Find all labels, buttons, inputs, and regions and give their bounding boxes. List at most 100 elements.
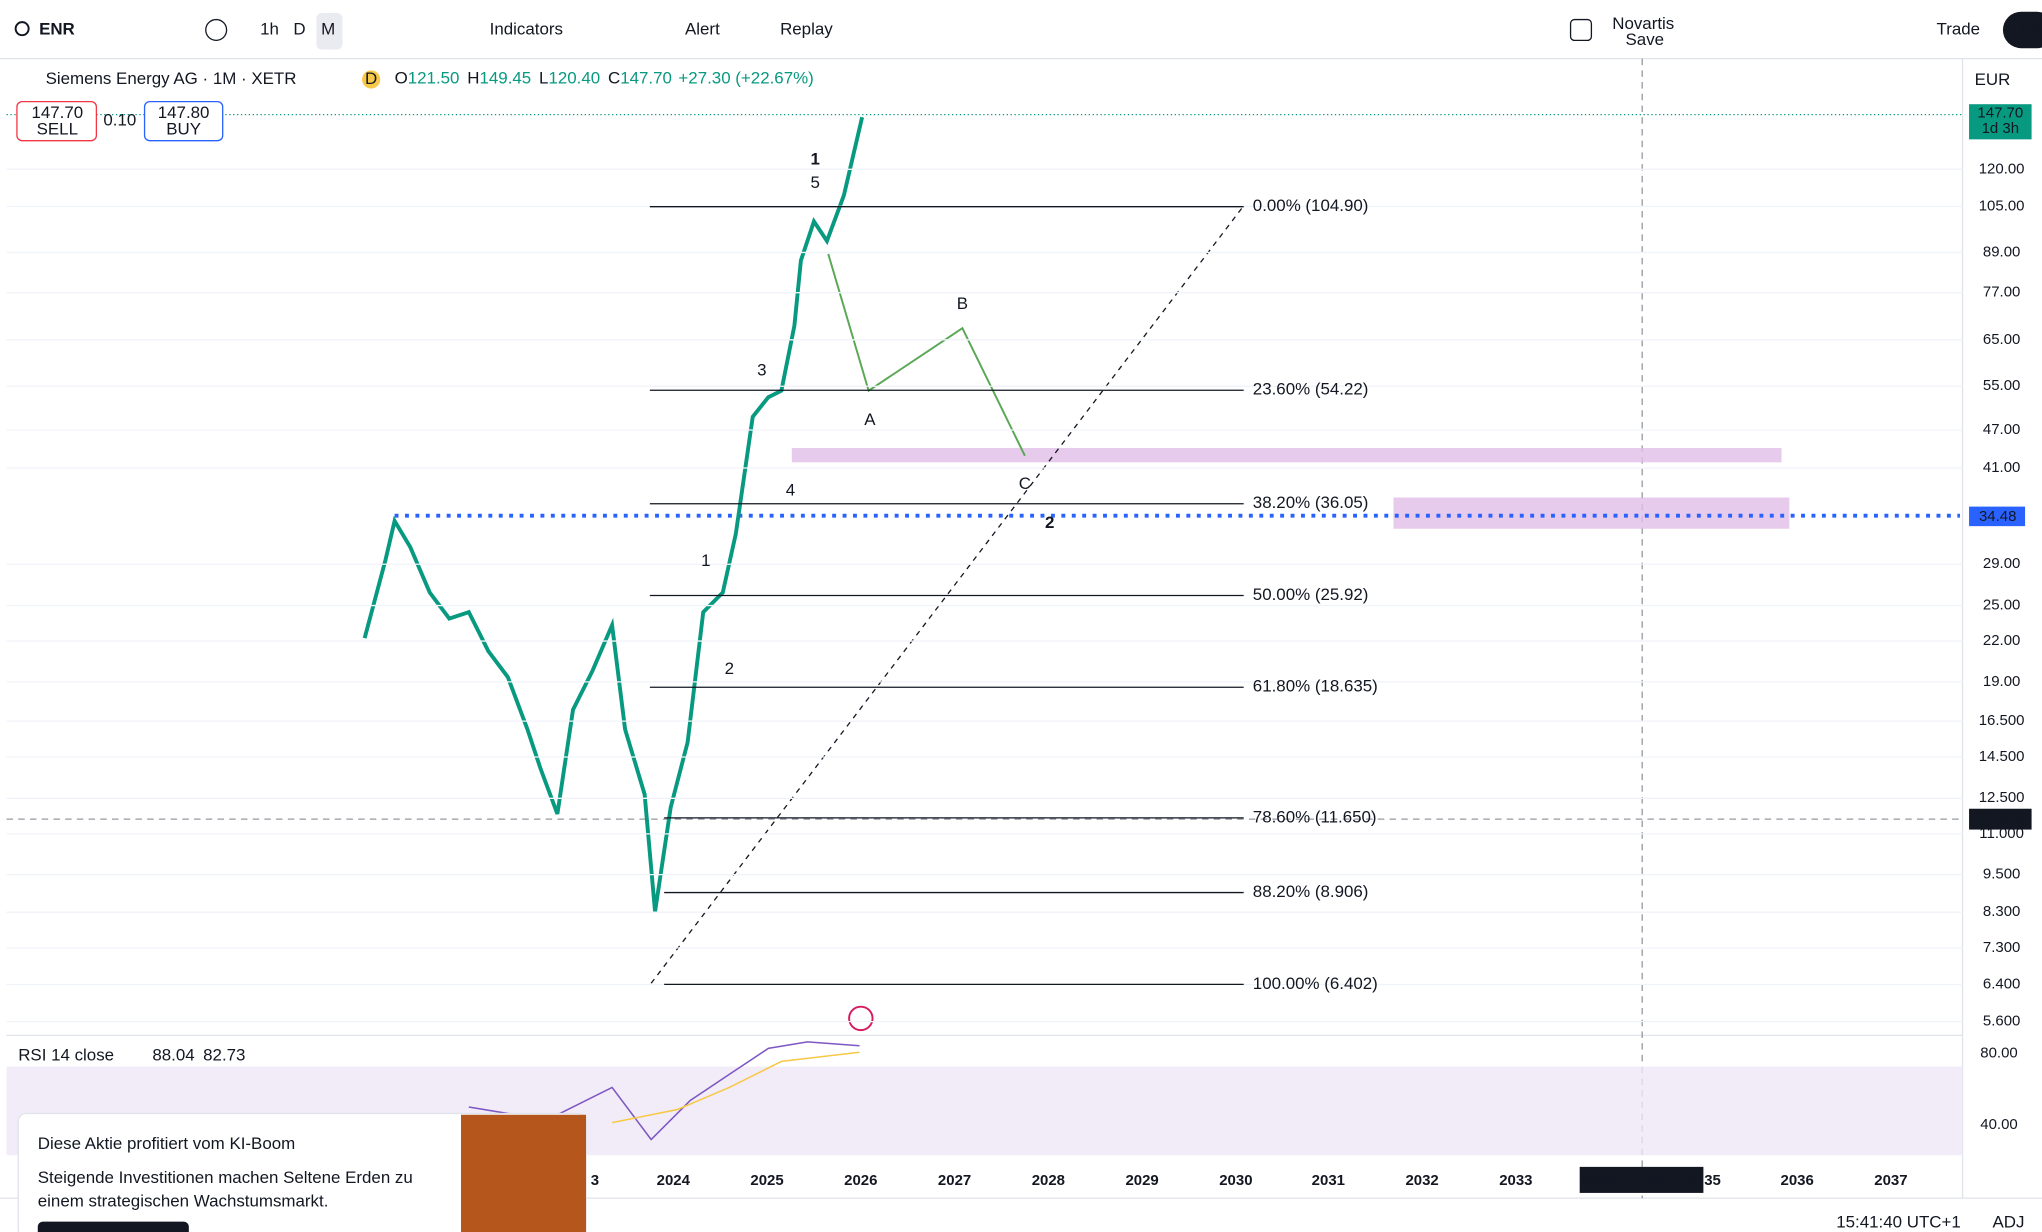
- search-icon[interactable]: [14, 21, 30, 37]
- publish-label: Pu: [2020, 19, 2041, 38]
- price-tick-label: 25.00: [1983, 596, 2020, 613]
- ohlc-value: 149.45: [480, 69, 532, 88]
- time-tick-label: 2029: [1125, 1172, 1158, 1189]
- buy-button[interactable]: [143, 100, 224, 142]
- price-tick-label: 47.00: [1983, 421, 2020, 438]
- toolbar-button[interactable]: Alert: [685, 19, 720, 38]
- price-tick-label: 120.00: [1979, 160, 2025, 177]
- rsi-tick-label: 40.00: [1980, 1116, 2017, 1133]
- time-crosshair: Mon 01 May '34: [1582, 1169, 1702, 1188]
- time-tick-label: 2028: [1032, 1172, 1065, 1189]
- toolbar: [0, 0, 2042, 59]
- ad-title: Diese Aktie profitiert vom KI-Boom: [38, 1134, 295, 1153]
- last-price-badge: [1969, 104, 2032, 140]
- sell-price: 147.70: [31, 103, 83, 122]
- time-tick-label: 2024: [657, 1172, 691, 1189]
- ohlc-value: 121.50: [408, 69, 460, 88]
- interval-active: [316, 13, 343, 50]
- price-tick-label: 12.500: [1979, 789, 2025, 806]
- time-tick-label: 2037: [1874, 1172, 1907, 1189]
- event-icon[interactable]: [848, 1005, 874, 1032]
- rsi-ma: [611, 1051, 860, 1124]
- time-crosshair-badge: [1579, 1166, 1704, 1193]
- interval[interactable]: M: [321, 19, 335, 38]
- time-tick-label: 2030: [1219, 1172, 1252, 1189]
- buy-price: 147.80: [158, 103, 210, 122]
- wave-label: B: [957, 294, 968, 313]
- wave-label: 2: [725, 659, 734, 678]
- time-tick-label: 35: [1704, 1172, 1721, 1189]
- ohlc-label: O: [395, 69, 408, 88]
- price-tick-label: 11.000: [1979, 825, 2024, 842]
- ad-image[interactable]: [461, 1114, 587, 1232]
- toolbar-button[interactable]: Indicators: [490, 19, 563, 38]
- adj: ADJ: [1993, 1212, 2025, 1231]
- crosshair-price: 11.640: [1979, 810, 2024, 827]
- time-tick-label: 2027: [938, 1172, 971, 1189]
- ohlc-label: C: [608, 69, 620, 88]
- time-tick-label: 3: [591, 1172, 599, 1189]
- wave-label: 1: [701, 551, 710, 570]
- fib-label: 61.80% (18.635): [1253, 677, 1378, 696]
- price-tick-label: 29.00: [1983, 555, 2020, 572]
- add-symbol[interactable]: [205, 18, 228, 42]
- wave-path: [827, 253, 1026, 457]
- countdown: 1d 3h: [1982, 120, 2019, 137]
- sell-button[interactable]: [16, 100, 98, 142]
- publish-button[interactable]: [2002, 11, 2042, 49]
- clock: 15:41:40 UTC+1: [1836, 1212, 1961, 1231]
- ad-button[interactable]: [37, 1221, 189, 1232]
- buy-label: BUY: [166, 120, 201, 139]
- price-tick-label: 65.00: [1983, 331, 2020, 348]
- ohlc-label: L: [539, 69, 548, 88]
- wave-label: C: [1019, 474, 1031, 493]
- ohlc: O121.50 H149.45 L120.40 C147.70 +27.30 (+22.…: [395, 69, 814, 88]
- fib-label: 23.60% (54.22): [1253, 380, 1369, 399]
- price-tick-label: 41.00: [1983, 459, 2020, 476]
- interval[interactable]: D: [293, 19, 305, 38]
- time-tick-label: 2031: [1312, 1172, 1345, 1189]
- price-tick-label: 5.600: [1983, 1013, 2020, 1030]
- trade-button[interactable]: Trade: [1937, 19, 1981, 38]
- fib-label: 0.00% (104.90): [1253, 196, 1369, 215]
- interval[interactable]: 1h: [260, 19, 279, 38]
- watchlist-name: Novartis: [1612, 14, 1674, 33]
- toolbar-button[interactable]: Replay: [780, 19, 833, 38]
- ad-text: einem strategischen Wachstumsmarkt.: [38, 1192, 329, 1211]
- level-price: 34.48: [1979, 508, 2016, 525]
- badge: [362, 70, 381, 89]
- ohlc-value: 120.40: [548, 69, 600, 88]
- watchlist-icon[interactable]: [1569, 18, 1593, 42]
- fib-label: 88.20% (8.906): [1253, 882, 1369, 901]
- price-tick-label: 7.300: [1983, 939, 2020, 956]
- ohlc-value: 147.70: [620, 69, 672, 88]
- ad-text: Steigende Investitionen machen Seltene E…: [38, 1168, 413, 1187]
- currency[interactable]: EUR: [1975, 70, 2011, 89]
- price-tick-label: 19.00: [1983, 673, 2020, 690]
- wave-label: 5: [811, 173, 820, 192]
- symbol[interactable]: ENR: [39, 19, 75, 38]
- ohlc-label: H: [467, 69, 479, 88]
- fib-label: 100.00% (6.402): [1253, 974, 1378, 993]
- price-tick-label: 22.00: [1983, 632, 2020, 649]
- legend-badge: D: [365, 69, 377, 88]
- price-tick-label: 77.00: [1983, 284, 2020, 301]
- spread: 0.10: [103, 111, 136, 130]
- change: +27.30 (+22.67%): [678, 69, 813, 88]
- level-badge: [1969, 506, 2026, 527]
- wave-label: A: [864, 410, 876, 429]
- wave-label: 3: [757, 361, 766, 380]
- price-path: [362, 116, 865, 912]
- price-tick-label: 105.00: [1979, 197, 2025, 214]
- fib-label: 78.60% (11.650): [1253, 807, 1377, 826]
- zone: [791, 448, 1782, 463]
- wave-label: 1: [811, 150, 820, 169]
- wave-label: 2: [1045, 513, 1054, 532]
- sell-label: SELL: [37, 120, 78, 139]
- fib-label: 50.00% (25.92): [1253, 585, 1369, 604]
- rsi-ma: 82.73: [203, 1046, 245, 1065]
- price-tick-label: 14.500: [1979, 748, 2025, 765]
- time-tick-label: 2025: [750, 1172, 783, 1189]
